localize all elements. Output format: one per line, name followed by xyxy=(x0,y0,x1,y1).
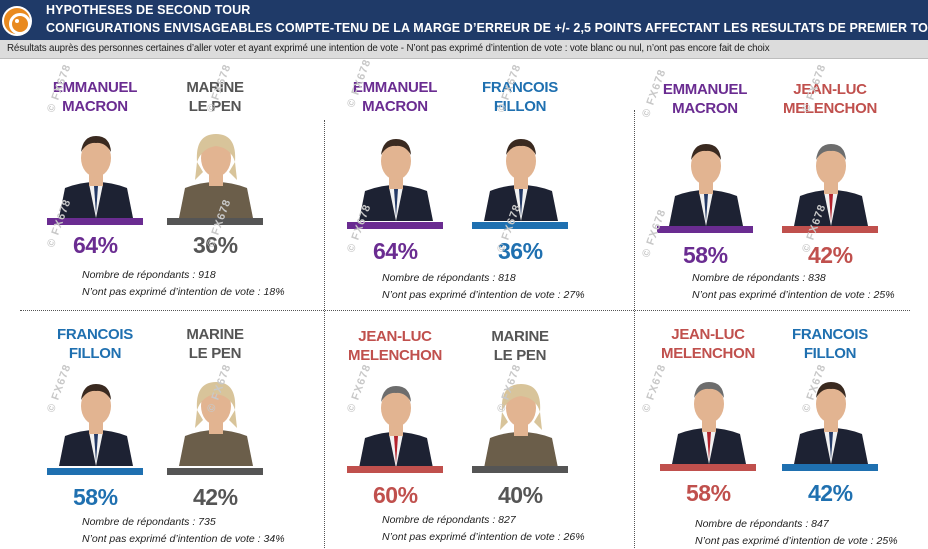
candidate-first-name: EMMANUEL xyxy=(662,81,748,98)
candidate-color-bar-right xyxy=(167,468,263,475)
candidate-last-name: LE PEN xyxy=(188,345,242,362)
candidate-first-name: EMMANUEL xyxy=(52,79,138,96)
candidate-color-bar-right xyxy=(167,218,263,225)
candidate-photo-right xyxy=(790,130,872,226)
candidate-photo-right xyxy=(480,125,562,221)
candidate-color-bar-left xyxy=(657,226,753,233)
candidate-first-name: MARINE xyxy=(186,326,244,343)
candidate-first-name: EMMANUEL xyxy=(352,79,438,96)
no-intention-share: N’ont pas exprimé d’intention de vote : … xyxy=(82,533,285,545)
candidate-color-bar-left xyxy=(660,464,756,471)
note-bar: Résultats auprès des personnes certaines… xyxy=(0,40,928,59)
candidate-photo-left xyxy=(665,130,747,226)
candidate-photo-left xyxy=(668,368,750,464)
candidate-percentage-right: 42% xyxy=(808,480,853,506)
page-title: HYPOTHESES DE SECOND TOUR xyxy=(46,3,251,17)
candidate-percentage-left: 58% xyxy=(686,480,731,506)
candidate-first-name: MARINE xyxy=(186,79,244,96)
no-intention-share: N’ont pas exprimé d’intention de vote : … xyxy=(695,535,898,547)
candidate-percentage-left: 58% xyxy=(73,484,118,510)
watermark-17: © FX678 xyxy=(640,362,669,415)
candidate-first-name: FRANCOIS xyxy=(792,326,868,343)
candidate-last-name: LE PEN xyxy=(493,347,547,364)
candidate-name-right: MARINE LE PEN xyxy=(460,327,580,365)
candidate-last-name: MELENCHON xyxy=(661,345,755,362)
page-subtitle: CONFIGURATIONS ENVISAGEABLES COMPTE-TENU… xyxy=(46,21,928,35)
candidate-first-name: JEAN-LUC xyxy=(793,81,867,98)
candidate-last-name: MACRON xyxy=(672,100,738,117)
candidate-color-bar-right xyxy=(472,222,568,229)
candidate-last-name: MELENCHON xyxy=(783,100,877,117)
candidate-first-name: FRANCOIS xyxy=(57,326,133,343)
no-intention-share: N’ont pas exprimé d’intention de vote : … xyxy=(382,289,585,301)
candidate-name-left: EMMANUEL MACRON xyxy=(35,78,155,116)
candidate-last-name: FILLON xyxy=(68,345,122,362)
candidate-color-bar-right xyxy=(782,226,878,233)
candidate-percentage-right: 36% xyxy=(193,232,238,258)
candidate-last-name: FILLON xyxy=(803,345,857,362)
candidate-first-name: JEAN-LUC xyxy=(671,326,745,343)
candidate-percentage-left: 64% xyxy=(73,232,118,258)
candidate-name-right: MARINE LE PEN xyxy=(155,325,275,363)
candidate-color-bar-left xyxy=(47,218,143,225)
no-intention-share: N’ont pas exprimé d’intention de vote : … xyxy=(382,531,585,543)
candidate-last-name: MELENCHON xyxy=(348,347,442,364)
candidate-color-bar-left xyxy=(47,468,143,475)
candidate-photo-right xyxy=(175,122,257,218)
candidate-photo-left xyxy=(355,125,437,221)
candidate-photo-right xyxy=(480,372,562,468)
candidate-percentage-left: 58% xyxy=(683,242,728,268)
divider-horizontal xyxy=(20,310,910,311)
respondents-count: Nombre de répondants : 827 xyxy=(382,514,516,526)
respondents-count: Nombre de répondants : 918 xyxy=(82,269,216,281)
candidate-color-bar-right xyxy=(782,464,878,471)
candidate-name-right: JEAN-LUC MELENCHON xyxy=(770,80,890,118)
candidate-last-name: MACRON xyxy=(62,98,128,115)
candidate-first-name: JEAN-LUC xyxy=(358,328,432,345)
candidate-percentage-left: 60% xyxy=(373,482,418,508)
respondents-count: Nombre de répondants : 847 xyxy=(695,518,829,530)
respondents-count: Nombre de répondants : 838 xyxy=(692,272,826,284)
divider-vertical-right xyxy=(634,110,635,549)
respondents-count: Nombre de répondants : 735 xyxy=(82,516,216,528)
candidate-photo-right xyxy=(790,368,872,464)
candidate-percentage-right: 36% xyxy=(498,238,543,264)
candidate-name-left: EMMANUEL MACRON xyxy=(335,78,455,116)
candidate-color-bar-left xyxy=(347,222,443,229)
candidate-percentage-right: 42% xyxy=(808,242,853,268)
candidate-last-name: FILLON xyxy=(493,98,547,115)
candidate-name-right: FRANCOIS FILLON xyxy=(460,78,580,116)
candidate-percentage-right: 40% xyxy=(498,482,543,508)
candidate-last-name: MACRON xyxy=(362,98,428,115)
candidate-first-name: FRANCOIS xyxy=(482,79,558,96)
candidate-name-right: MARINE LE PEN xyxy=(155,78,275,116)
candidate-name-left: JEAN-LUC MELENCHON xyxy=(648,325,768,363)
note-text: Résultats auprès des personnes certaines… xyxy=(7,43,770,54)
divider-vertical-left xyxy=(324,120,325,549)
header-bar: HYPOTHESES DE SECOND TOUR CONFIGURATIONS… xyxy=(0,0,928,40)
respondents-count: Nombre de répondants : 818 xyxy=(382,272,516,284)
candidate-percentage-right: 42% xyxy=(193,484,238,510)
candidate-photo-left xyxy=(55,370,137,466)
watermark-11: © FX678 xyxy=(640,207,669,260)
candidate-photo-left xyxy=(355,372,437,468)
target-logo-icon xyxy=(2,6,32,36)
candidate-color-bar-left xyxy=(347,466,443,473)
candidate-name-left: EMMANUEL MACRON xyxy=(645,80,765,118)
candidate-color-bar-right xyxy=(472,466,568,473)
no-intention-share: N’ont pas exprimé d’intention de vote : … xyxy=(82,286,285,298)
candidate-photo-right xyxy=(175,370,257,466)
candidate-last-name: LE PEN xyxy=(188,98,242,115)
candidate-photo-left xyxy=(55,122,137,218)
candidate-percentage-left: 64% xyxy=(373,238,418,264)
candidate-name-left: JEAN-LUC MELENCHON xyxy=(335,327,455,365)
candidate-first-name: MARINE xyxy=(491,328,549,345)
no-intention-share: N’ont pas exprimé d’intention de vote : … xyxy=(692,289,895,301)
candidate-name-right: FRANCOIS FILLON xyxy=(770,325,890,363)
candidate-name-left: FRANCOIS FILLON xyxy=(35,325,155,363)
